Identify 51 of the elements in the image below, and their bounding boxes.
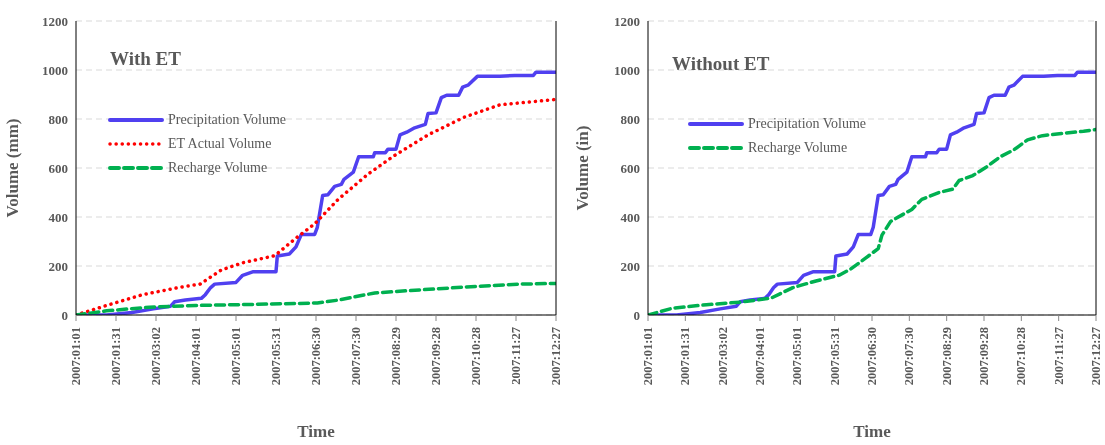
y-tick-label: 600 (620, 160, 640, 176)
x-tick-label: 2007:05:31 (269, 327, 283, 386)
x-tick-label: 2007:07:30 (349, 327, 363, 386)
y-tick-label: 200 (620, 258, 640, 274)
x-tick-label: 2007:05:01 (790, 327, 805, 386)
y-tick-label: 1200 (42, 13, 68, 29)
x-tick-label: 2007:04:01 (753, 327, 767, 386)
y-tick-label: 0 (633, 307, 640, 323)
x-tick-label: 2007:01:31 (109, 327, 123, 386)
x-tick-label: 2007:11:27 (1051, 327, 1066, 385)
x-tick-label: 2007:05:01 (229, 327, 243, 386)
text: Without ET (672, 53, 770, 75)
x-tick-label: 2007:05:31 (827, 327, 842, 386)
y-tick-label: 200 (48, 258, 68, 274)
text: With ET (110, 48, 181, 70)
y-tick-label: 1200 (614, 13, 640, 29)
x-tick-label: 2007:11:27 (509, 327, 523, 385)
x-tick-label: 2007:01:31 (678, 327, 693, 386)
x-tick-label: 2007:04:01 (189, 327, 203, 386)
x-tick-label: 2007:08:29 (389, 327, 403, 386)
legend-label: Recharge Volume (168, 160, 268, 176)
x-tick-label: 2007:06:30 (865, 327, 879, 386)
y-tick-label: 1000 (42, 62, 68, 78)
y-axis-title: Volume (in) (573, 125, 593, 211)
legend-label: Recharge Volume (748, 140, 848, 156)
y-tick-label: 800 (620, 111, 640, 127)
y-tick-label: 400 (620, 209, 640, 225)
y-tick-label: 800 (48, 111, 68, 127)
x-tick-label: 2007:09:28 (429, 327, 443, 386)
x-tick-label: 2007:09:28 (977, 327, 991, 386)
y-tick-label: 400 (48, 209, 68, 225)
legend-label: Precipitation Volume (748, 116, 867, 132)
y-tick-label: 1000 (614, 62, 640, 78)
x-tick-label: 2007:12:27 (1089, 327, 1103, 386)
x-tick-label: 2007:03:02 (715, 327, 730, 386)
x-tick-label: 2007:10:28 (1014, 327, 1029, 386)
legend-label: ET Actual Volume (168, 136, 272, 152)
x-tick-label: 2007:03:02 (149, 327, 163, 386)
x-tick-label: 2007:07:30 (902, 327, 917, 386)
y-axis-title: Volume (mm) (3, 118, 23, 218)
x-tick-label: 2007:12:27 (549, 327, 563, 386)
x-tick-label: 2007:01:01 (641, 327, 655, 386)
legend-label: Precipitation Volume (168, 112, 287, 128)
x-axis-title: Time (297, 422, 336, 441)
y-tick-label: 600 (48, 160, 68, 176)
x-tick-label: 2007:01:01 (69, 327, 83, 386)
y-tick-label: 0 (61, 307, 68, 323)
x-axis-title: Time (853, 422, 892, 441)
x-tick-label: 2007:08:29 (939, 327, 954, 386)
x-tick-label: 2007:10:28 (469, 327, 483, 386)
x-tick-label: 2007:06:30 (309, 327, 323, 386)
